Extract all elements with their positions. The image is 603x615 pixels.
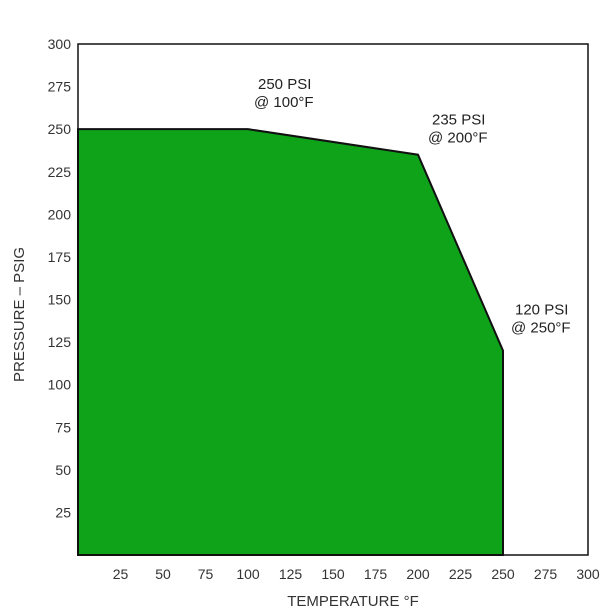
area-layer: [77, 128, 504, 556]
y-tick-label: 150: [48, 292, 72, 308]
y-tick-label: 250: [48, 121, 72, 137]
x-tick-label: 50: [155, 566, 171, 582]
x-tick-label: 200: [406, 566, 430, 582]
plot-frame: [77, 43, 589, 556]
x-tick-label: 225: [449, 566, 473, 582]
annotation-label: 250 PSI@ 100°F: [254, 76, 314, 111]
x-tick-label: 250: [491, 566, 515, 582]
annotation-line2: @ 100°F: [254, 94, 314, 111]
x-tick-label: 75: [198, 566, 214, 582]
x-tick-labels: 25 50 75 100 125 150 175 200 225 250 275 300: [113, 566, 600, 582]
annotation-label: 235 PSI@ 200°F: [428, 112, 488, 147]
y-tick-label: 125: [48, 334, 72, 350]
x-tick-label: 175: [364, 566, 388, 582]
pressure-area: [77, 128, 504, 556]
y-tick-label: 300: [48, 36, 72, 52]
x-tick-label: 300: [576, 566, 600, 582]
y-tick-label: 200: [48, 206, 72, 222]
annotation-line1: 250 PSI: [258, 76, 311, 93]
x-tick-label: 100: [236, 566, 260, 582]
annotation-line1: 120 PSI: [515, 302, 568, 319]
x-tick-label: 150: [321, 566, 345, 582]
annotation-line1: 235 PSI: [432, 112, 485, 129]
y-tick-labels: 25 50 75 100 125 150 175 200 225 250 275 300: [48, 36, 72, 520]
annotation-line2: @ 200°F: [428, 130, 488, 147]
annotation-label: 120 PSI@ 250°F: [511, 302, 571, 337]
y-tick-label: 100: [48, 377, 72, 393]
annotations: 250 PSI@ 100°F 235 PSI@ 200°F 120 PSI@ 250…: [254, 76, 571, 336]
y-tick-label: 50: [55, 462, 71, 478]
y-tick-label: 75: [55, 419, 71, 435]
x-tick-label: 25: [113, 566, 129, 582]
x-tick-label: 125: [279, 566, 303, 582]
y-tick-label: 175: [48, 249, 72, 265]
y-tick-label: 275: [48, 79, 72, 95]
y-axis-title: PRESSURE – PSIG: [11, 247, 28, 382]
x-axis-title: TEMPERATURE °F: [287, 593, 419, 610]
y-tick-label: 25: [55, 504, 71, 520]
x-tick-label: 275: [534, 566, 558, 582]
annotation-line2: @ 250°F: [511, 320, 571, 337]
y-tick-label: 225: [48, 164, 72, 180]
